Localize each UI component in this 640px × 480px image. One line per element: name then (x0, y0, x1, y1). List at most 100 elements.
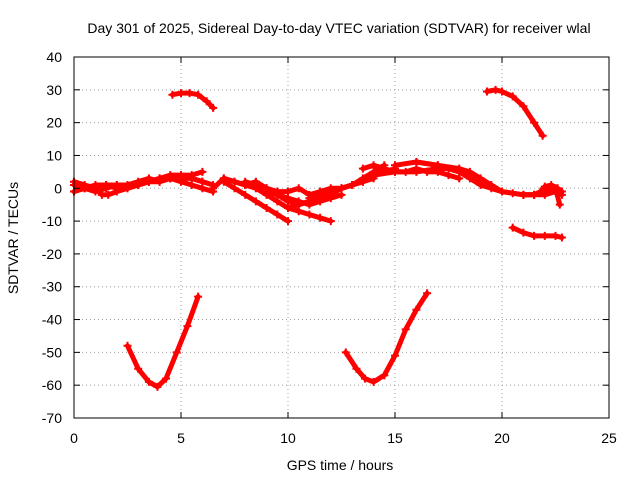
grid-lines (74, 57, 609, 418)
x-tick-label: 5 (177, 430, 185, 446)
data-point (498, 187, 506, 196)
data-point (551, 184, 560, 193)
data-point (316, 190, 325, 199)
y-tick-label: 10 (46, 147, 62, 163)
data-point (144, 377, 153, 386)
data-point (326, 217, 335, 226)
data-point (483, 87, 492, 96)
series-arc-22 (519, 184, 564, 209)
y-tick-label: -70 (42, 410, 62, 426)
data-point (530, 190, 539, 199)
data-point (172, 348, 181, 357)
data-point (391, 161, 399, 170)
data-point (369, 161, 378, 170)
plot-frame (73, 56, 610, 419)
data-point (352, 364, 361, 373)
data-point (294, 200, 303, 209)
data-point (262, 203, 271, 212)
data-point (540, 187, 549, 196)
y-tick-label: 30 (46, 82, 62, 98)
series-arc-14 (341, 289, 432, 386)
data-point (465, 167, 474, 176)
data-point (423, 289, 432, 298)
data-point (508, 223, 517, 232)
x-tick-label: 20 (494, 430, 510, 446)
x-tick-label: 25 (601, 430, 617, 446)
data-point (401, 325, 410, 334)
data-point (391, 351, 399, 360)
data-point (162, 374, 171, 383)
chart-title: Day 301 of 2025, Sidereal Day-to-day VTE… (87, 20, 590, 36)
data-point (262, 187, 271, 196)
data-point (209, 184, 218, 193)
data-point (487, 180, 496, 189)
data-point (348, 180, 357, 189)
data-point (185, 89, 194, 98)
axis-ticks: 0 5 10 15 20 25 -70 -60 -50 -40 -30 -20 -10 0 10 20 30 40 (42, 49, 617, 446)
data-point (519, 190, 528, 199)
x-tick-label: 0 (70, 430, 78, 446)
data-point (305, 210, 314, 219)
series-arc-19 (483, 85, 547, 140)
data-point (209, 103, 218, 112)
data-point (230, 177, 239, 186)
data-point (202, 97, 211, 106)
data-point (194, 292, 203, 301)
data-point (358, 177, 367, 186)
data-point (241, 190, 250, 199)
data-point (168, 90, 177, 99)
data-point (80, 184, 89, 193)
data-point (144, 177, 153, 186)
data-point (177, 177, 185, 186)
data-point (361, 374, 370, 383)
data-point (187, 171, 196, 180)
data-point (476, 174, 485, 183)
y-axis-label: SDTVAR / TECUs (5, 182, 21, 294)
data-point (123, 341, 132, 350)
data-point (251, 180, 260, 189)
data-point (519, 102, 528, 111)
data-point (153, 382, 162, 391)
data-point (177, 89, 185, 98)
data-point (498, 87, 506, 96)
data-point (251, 197, 260, 206)
data-point (326, 187, 335, 196)
data-point (557, 233, 566, 242)
data-point (194, 90, 203, 99)
data-point (555, 200, 564, 209)
y-tick-label: -50 (42, 344, 62, 360)
y-tick-label: -40 (42, 312, 62, 328)
data-point (519, 228, 528, 237)
data-point (284, 187, 292, 196)
data-point (134, 364, 143, 373)
y-tick-label: -10 (42, 213, 62, 229)
data-point (183, 322, 192, 331)
data-point (284, 217, 292, 226)
data-point (508, 92, 517, 101)
data-series (70, 85, 566, 391)
data-point (241, 177, 250, 186)
data-point (198, 184, 207, 193)
data-point (540, 231, 549, 240)
y-tick-label: 20 (46, 115, 62, 131)
data-point (530, 231, 539, 240)
data-point (455, 164, 464, 173)
y-tick-label: -60 (42, 377, 62, 393)
data-point (305, 194, 314, 203)
data-point (294, 184, 303, 193)
data-point (273, 190, 282, 199)
data-point (491, 85, 500, 94)
data-point (123, 184, 132, 193)
series-trace (125, 294, 201, 390)
series-arc-05 (123, 292, 203, 391)
data-point (316, 213, 325, 222)
data-point (337, 184, 346, 193)
data-point (102, 180, 111, 189)
data-point (273, 210, 282, 219)
data-point (412, 305, 421, 314)
data-point (508, 189, 517, 198)
data-point (219, 174, 228, 183)
data-point (284, 203, 292, 212)
